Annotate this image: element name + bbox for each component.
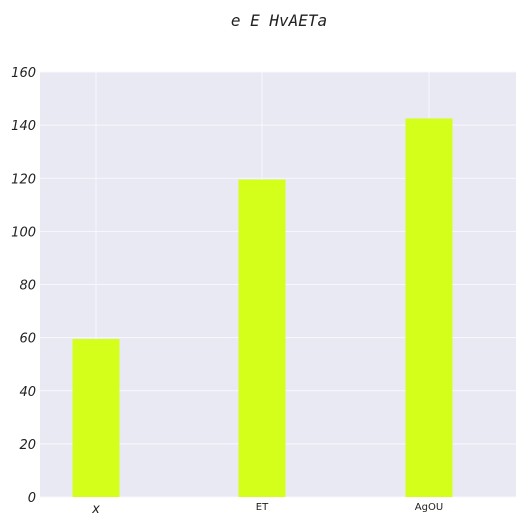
x-axis-ticks: x ET AgOU: [91, 502, 443, 517]
y-tick-label: 80: [19, 279, 36, 294]
y-tick-label: 100: [11, 225, 36, 240]
y-axis-ticks: 0 20 40 60 80 100 120 140 160: [11, 66, 36, 506]
x-tick-label: x: [91, 502, 100, 517]
bar-2: [238, 179, 286, 497]
y-tick-label: 120: [11, 172, 36, 187]
x-tick-label: ET: [256, 502, 269, 513]
y-tick-label: 20: [19, 438, 36, 453]
bar-1: [72, 338, 120, 497]
bars: [72, 118, 453, 497]
y-tick-label: 40: [19, 385, 36, 400]
y-tick-label: 60: [19, 332, 36, 347]
y-tick-label: 140: [11, 119, 36, 134]
chart-title: e E HvAETa: [231, 11, 327, 30]
y-tick-label: 0: [28, 491, 36, 506]
x-tick-label: AgOU: [415, 502, 443, 513]
bar-3: [405, 118, 453, 497]
y-tick-label: 160: [11, 66, 36, 81]
